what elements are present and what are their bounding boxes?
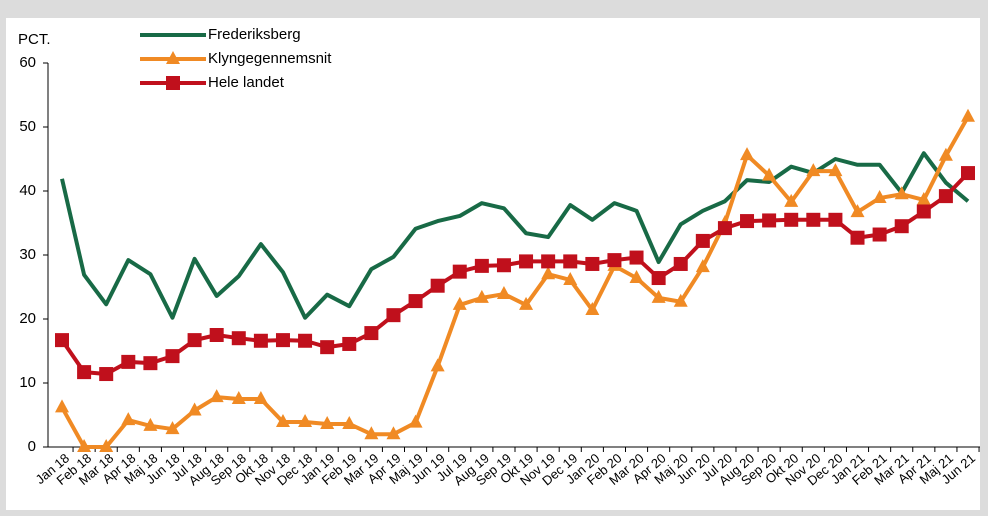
data-marker xyxy=(673,256,688,271)
data-marker xyxy=(99,439,114,452)
data-marker xyxy=(695,233,710,248)
data-marker xyxy=(651,271,666,286)
data-marker xyxy=(452,296,467,310)
data-marker xyxy=(784,193,799,207)
data-marker xyxy=(121,354,136,369)
data-marker xyxy=(695,259,710,273)
data-marker xyxy=(452,264,467,279)
legend-marker xyxy=(166,76,180,90)
data-marker xyxy=(298,333,313,348)
y-tick-label: 10 xyxy=(19,374,36,391)
data-marker xyxy=(585,256,600,271)
legend-marker xyxy=(166,51,180,64)
data-marker xyxy=(828,163,843,177)
data-marker xyxy=(740,147,755,161)
legend-label: Hele landet xyxy=(208,74,285,91)
data-marker xyxy=(121,412,136,426)
data-marker xyxy=(55,399,69,413)
data-marker xyxy=(961,108,975,122)
y-tick-label: 20 xyxy=(19,310,36,327)
data-marker xyxy=(77,439,92,452)
y-tick-label: 30 xyxy=(19,246,36,263)
data-marker xyxy=(275,333,290,348)
data-marker xyxy=(541,266,556,280)
data-marker xyxy=(209,389,224,403)
data-marker xyxy=(916,204,931,219)
data-marker xyxy=(143,356,158,371)
data-marker xyxy=(563,254,578,269)
y-tick-label: 50 xyxy=(19,118,36,135)
data-marker xyxy=(253,333,268,348)
data-marker xyxy=(541,254,556,269)
data-marker xyxy=(187,402,202,416)
data-marker xyxy=(629,250,644,265)
data-marker xyxy=(474,258,489,273)
data-marker xyxy=(231,391,246,404)
data-marker xyxy=(275,414,290,428)
data-marker xyxy=(386,308,401,323)
data-marker xyxy=(364,326,379,341)
data-marker xyxy=(938,147,953,161)
data-marker xyxy=(806,163,821,177)
data-marker xyxy=(629,270,644,284)
data-marker xyxy=(850,204,865,218)
data-marker xyxy=(143,417,158,431)
data-marker xyxy=(209,328,224,342)
y-tick-label: 0 xyxy=(28,438,36,455)
data-marker xyxy=(55,333,69,348)
data-marker xyxy=(784,212,799,227)
data-marker xyxy=(673,293,688,307)
data-marker xyxy=(430,358,445,372)
data-marker xyxy=(717,221,732,236)
data-marker xyxy=(253,391,268,404)
data-marker xyxy=(408,414,423,428)
data-marker xyxy=(740,214,755,229)
data-marker xyxy=(850,230,865,245)
data-marker xyxy=(187,333,202,348)
data-marker xyxy=(496,258,511,273)
data-marker xyxy=(320,415,335,429)
data-marker xyxy=(585,302,600,316)
data-marker xyxy=(320,340,335,355)
data-marker xyxy=(430,278,445,293)
data-marker xyxy=(872,227,887,242)
legend-label: Klyngegennemsnit xyxy=(208,50,332,67)
data-marker xyxy=(519,254,534,269)
legend-label: Frederiksberg xyxy=(208,26,301,43)
data-marker xyxy=(77,365,92,380)
data-marker xyxy=(408,294,423,309)
data-marker xyxy=(519,296,534,310)
data-marker xyxy=(474,289,489,303)
data-marker xyxy=(828,212,843,227)
y-axis-label: PCT. xyxy=(18,31,51,48)
data-marker xyxy=(496,286,511,300)
data-marker xyxy=(806,212,821,227)
data-marker xyxy=(872,190,887,204)
data-marker xyxy=(762,213,777,228)
data-marker xyxy=(298,414,313,428)
data-marker xyxy=(938,189,953,204)
data-marker xyxy=(894,186,909,200)
data-marker xyxy=(961,166,975,181)
data-marker xyxy=(916,191,931,205)
data-marker xyxy=(386,426,401,440)
data-marker xyxy=(342,336,357,351)
data-marker xyxy=(231,331,246,346)
data-marker xyxy=(342,415,357,429)
data-marker xyxy=(651,289,666,303)
data-marker xyxy=(894,219,909,234)
data-marker xyxy=(364,426,379,440)
data-marker xyxy=(165,421,180,435)
y-tick-label: 40 xyxy=(19,182,36,199)
data-marker xyxy=(607,253,622,268)
data-marker xyxy=(563,271,578,285)
y-tick-label: 60 xyxy=(19,54,36,71)
data-marker xyxy=(165,349,180,364)
data-marker xyxy=(762,167,777,181)
data-marker xyxy=(99,367,114,382)
